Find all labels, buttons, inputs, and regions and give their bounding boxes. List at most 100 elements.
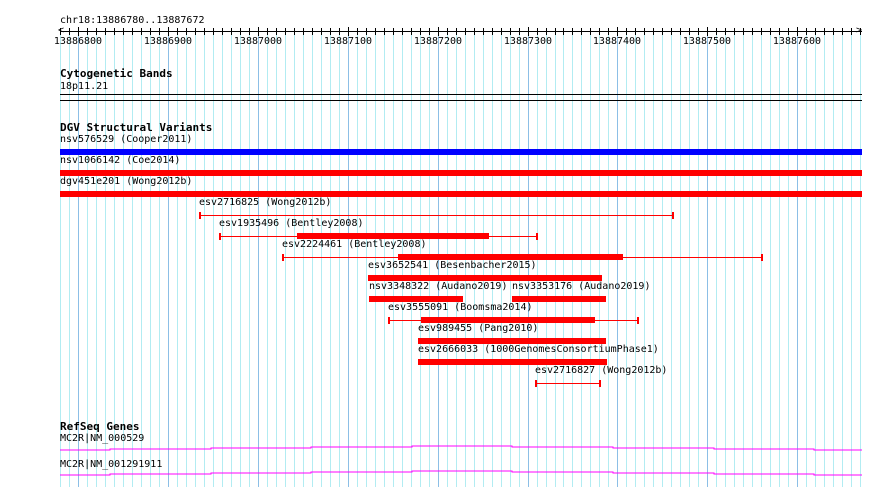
cytoband-line-bottom — [60, 100, 862, 101]
sv-end-cap — [672, 212, 674, 219]
ruler-tick — [563, 28, 564, 35]
right-arrow-icon[interactable]: > — [856, 25, 862, 37]
ruler-tick — [105, 28, 106, 35]
ruler-tick — [644, 28, 645, 35]
ruler-tick — [366, 28, 367, 35]
sv-bar[interactable] — [297, 233, 489, 239]
ruler-tick — [537, 28, 538, 35]
sv-bar[interactable] — [421, 317, 595, 323]
ruler-tick — [617, 27, 618, 36]
gene-model[interactable] — [60, 445, 862, 451]
sv-feature-label: nsv1066142 (Coe2014) — [60, 155, 181, 166]
ruler-tick-label: 13887300 — [503, 36, 553, 47]
ruler-tick — [635, 28, 636, 35]
ruler-tick — [581, 28, 582, 35]
sv-extent-line[interactable] — [199, 215, 673, 216]
ruler-tick-label: 13887600 — [772, 36, 822, 47]
ruler-tick — [141, 28, 142, 35]
sv-bar[interactable] — [60, 149, 862, 155]
refseq-track-title: RefSeq Genes — [60, 420, 140, 433]
ruler-tick — [303, 28, 304, 35]
ruler-axis — [60, 31, 862, 32]
ruler-tick — [321, 28, 322, 35]
ruler-tick — [150, 28, 151, 35]
ruler-tick — [806, 28, 807, 35]
ruler-tick — [752, 28, 753, 35]
ruler-tick — [60, 28, 61, 35]
ruler-tick — [842, 28, 843, 35]
sv-bar[interactable] — [512, 296, 606, 302]
ruler-tick-label: 13887000 — [233, 36, 283, 47]
location-label: chr18:13886780..13887672 — [60, 15, 205, 26]
sv-feature-label: esv1935496 (Bentley2008) — [219, 218, 364, 229]
ruler-tick — [725, 28, 726, 35]
ruler-tick — [815, 28, 816, 35]
gene-label: MC2R|NM_001291911 — [60, 459, 163, 470]
sv-bar[interactable] — [369, 296, 463, 302]
ruler-tick — [222, 28, 223, 35]
sv-end-cap — [637, 317, 639, 324]
sv-bar[interactable] — [418, 338, 606, 344]
ruler-tick — [447, 28, 448, 35]
sv-bar[interactable] — [60, 170, 862, 176]
ruler-tick — [689, 28, 690, 35]
ruler-tick — [204, 28, 205, 35]
ruler-tick — [797, 27, 798, 36]
ruler-tick — [258, 27, 259, 36]
ruler-tick — [474, 28, 475, 35]
ruler-tick — [492, 28, 493, 35]
ruler-tick — [375, 28, 376, 35]
ruler-tick — [123, 28, 124, 35]
sv-extent-line[interactable] — [535, 383, 601, 384]
ruler-tick — [626, 28, 627, 35]
ruler-tick — [851, 28, 852, 35]
ruler-tick — [788, 28, 789, 35]
gene-model[interactable] — [60, 470, 862, 476]
sv-start-cap — [199, 212, 201, 219]
ruler-tick — [132, 28, 133, 35]
ruler-tick — [357, 28, 358, 35]
sv-feature-label: dgv451e201 (Wong2012b) — [60, 176, 193, 187]
sv-bar[interactable] — [60, 191, 862, 197]
ruler-tick — [510, 28, 511, 35]
ruler-tick — [114, 28, 115, 35]
ruler-tick — [402, 28, 403, 35]
ruler-tick — [770, 28, 771, 35]
ruler-tick — [483, 28, 484, 35]
ruler-tick — [546, 28, 547, 35]
ruler-tick — [312, 28, 313, 35]
ruler-tick — [501, 28, 502, 35]
ruler-tick — [231, 28, 232, 35]
ruler-tick — [87, 28, 88, 35]
cytoband-line[interactable] — [60, 94, 862, 95]
ruler-tick — [716, 28, 717, 35]
ruler-tick — [276, 28, 277, 35]
ruler-tick — [671, 28, 672, 35]
ruler-tick — [734, 28, 735, 35]
sv-bar[interactable] — [368, 275, 602, 281]
sv-bar[interactable] — [418, 359, 607, 365]
sv-bar[interactable] — [398, 254, 623, 260]
sv-feature-label: nsv3353176 (Audano2019) — [512, 281, 651, 292]
ruler-tick-label: 13887200 — [413, 36, 463, 47]
sv-feature-label: esv2716825 (Wong2012b) — [199, 197, 332, 208]
ruler-tick — [761, 28, 762, 35]
left-arrow-icon[interactable]: < — [58, 25, 65, 36]
ruler-tick — [249, 28, 250, 35]
ruler-tick — [608, 28, 609, 35]
ruler-tick — [465, 28, 466, 35]
ruler-tick — [555, 28, 556, 35]
ruler-tick — [294, 28, 295, 35]
ruler-tick — [240, 28, 241, 35]
ruler-tick — [680, 28, 681, 35]
ruler-tick — [285, 28, 286, 35]
sv-feature-label: nsv576529 (Cooper2011) — [60, 134, 193, 145]
cytoband-track-title: Cytogenetic Bands — [60, 67, 173, 80]
ruler-tick — [330, 28, 331, 35]
sv-start-cap — [282, 254, 284, 261]
ruler-tick-label: 13887100 — [323, 36, 373, 47]
ruler-tick — [528, 27, 529, 36]
ruler-tick — [348, 27, 349, 36]
ruler-tick — [393, 28, 394, 35]
